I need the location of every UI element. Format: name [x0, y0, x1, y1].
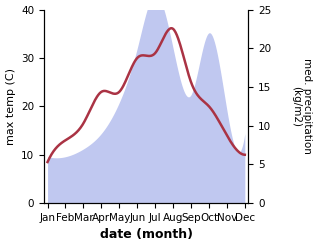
X-axis label: date (month): date (month)	[100, 228, 193, 242]
Y-axis label: max temp (C): max temp (C)	[5, 68, 16, 145]
Y-axis label: med. precipitation
(kg/m2): med. precipitation (kg/m2)	[291, 59, 313, 154]
